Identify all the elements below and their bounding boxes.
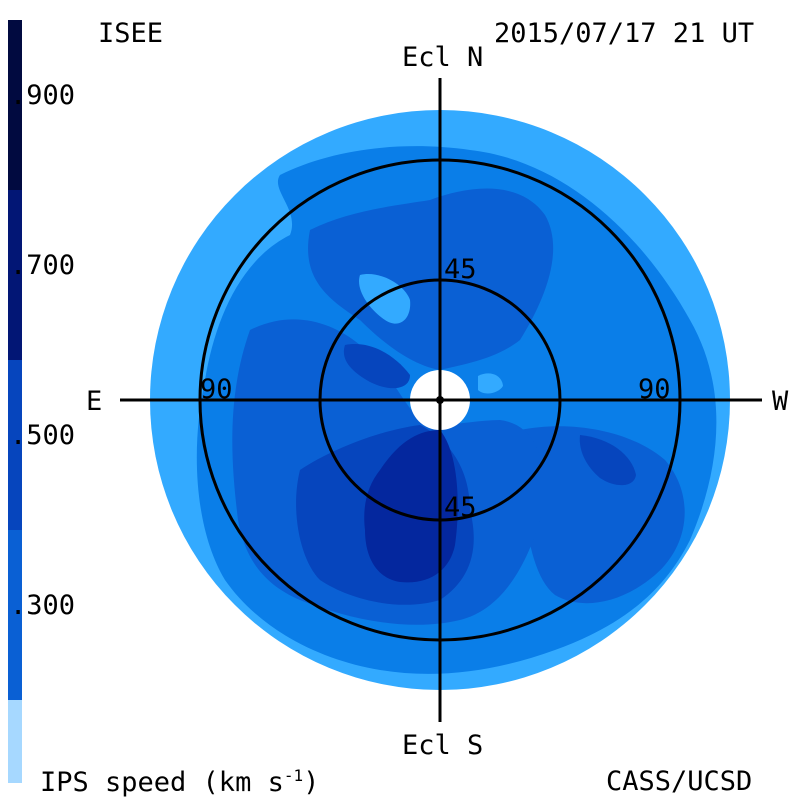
speed-colorbar — [8, 20, 22, 783]
ring-label-45-bottom: 45 — [444, 492, 477, 523]
ecliptic-north-label: Ecl N — [402, 42, 484, 73]
speed-region-500-west — [520, 426, 685, 604]
colorbar-tick-700: .700 — [10, 250, 76, 281]
colorbar-tick-900: .900 — [10, 80, 76, 111]
speed-region-600-east — [343, 344, 410, 389]
colorbar-seg-2 — [8, 360, 22, 530]
speed-region-600-west — [579, 435, 636, 486]
ring-label-45-top: 45 — [444, 254, 477, 285]
west-label: W — [772, 386, 789, 417]
elongation-ring-90 — [198, 158, 682, 642]
colorbar-tick-300: .300 — [10, 590, 76, 621]
ring-label-90-left: 90 — [200, 374, 233, 405]
colorbar-seg-1 — [8, 190, 22, 360]
ecliptic-south-label: Ecl S — [402, 730, 484, 761]
observatory-label: ISEE — [98, 18, 164, 49]
colorbar-tick-500: .500 — [10, 420, 76, 451]
timestamp-label: 2015/07/17 21 UT — [494, 18, 755, 49]
speed-region-300-center — [478, 373, 503, 394]
colorbar-title: IPS speed (km s-1) — [40, 766, 320, 798]
credit-label: CASS/UCSD — [606, 766, 753, 797]
speed-region-700-south — [364, 430, 458, 583]
elongation-ring-45 — [318, 278, 562, 522]
ring-label-90-right: 90 — [638, 374, 671, 405]
east-label: E — [86, 386, 103, 417]
colorbar-seg-4 — [8, 700, 22, 783]
colorbar-seg-3 — [8, 530, 22, 700]
colorbar-seg-0 — [8, 20, 22, 190]
